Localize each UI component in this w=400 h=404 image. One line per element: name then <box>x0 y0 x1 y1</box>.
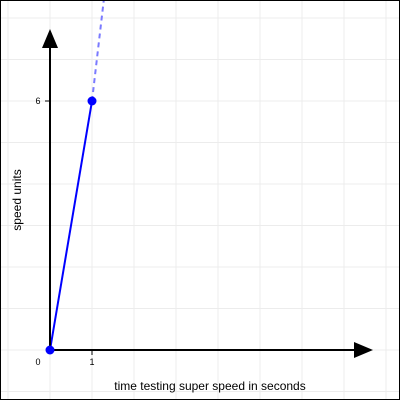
data-point <box>45 345 55 355</box>
x-axis-title: time testing super speed in seconds <box>114 379 305 393</box>
series-line <box>49 100 93 351</box>
x-axis-arrowhead <box>354 342 373 358</box>
axes <box>42 29 373 358</box>
y-axis-arrowhead <box>42 29 58 48</box>
series-lines <box>49 1 105 351</box>
origin-tick-label: 0 <box>35 357 40 367</box>
data-markers <box>45 96 97 355</box>
y-tick-label: 6 <box>35 96 40 106</box>
data-point <box>87 96 97 106</box>
series-line-dashed-extension <box>91 1 105 102</box>
y-axis-title: speed units <box>10 169 24 230</box>
tick-labels: 0 1 6 <box>35 96 94 367</box>
x-tick-label: 1 <box>89 357 94 367</box>
